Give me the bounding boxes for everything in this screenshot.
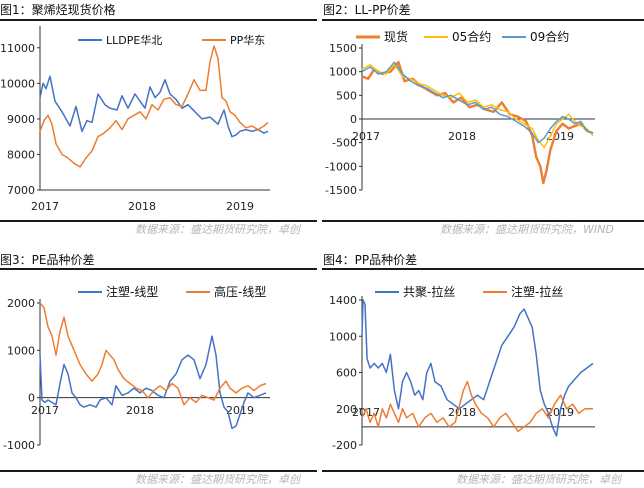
chart-4-series-1-line <box>361 299 594 437</box>
chart-2-x-tick-label: 2017 <box>352 130 380 143</box>
chart-1-title: 图1：聚烯烃现货价格 <box>0 3 116 17</box>
chart-1-y-tick-label: 11000 <box>0 42 35 55</box>
chart-3-y-tick-label: 2000 <box>7 297 35 310</box>
chart-2-source: 数据来源：盛达期货研究院，WIND <box>440 223 614 236</box>
chart-1-series-1-line <box>39 75 269 138</box>
chart-2-series-2-line <box>361 63 594 149</box>
chart-4-y-tick-label: 200 <box>336 403 357 416</box>
chart-1-series-2-line <box>39 45 269 168</box>
chart-3-series-2-line <box>39 302 267 406</box>
chart-1-source: 数据来源：盛达期货研究院，卓创 <box>135 223 300 236</box>
chart-3-y-tick-label: 1000 <box>7 344 35 357</box>
chart-1-top-rule <box>0 19 317 21</box>
chart-2-x-tick-label: 2018 <box>448 130 476 143</box>
chart-1-y-tick-label: 9000 <box>7 113 35 126</box>
chart-3-y-tick-label: -1000 <box>3 439 35 452</box>
chart-2-y-tick-label: -1000 <box>325 160 357 173</box>
chart-3-bottom-rule <box>0 470 317 472</box>
chart-3-source: 数据来源：盛达期货研究院，卓创 <box>135 473 300 486</box>
chart-4-top-rule <box>322 268 644 270</box>
chart-3-x-tick-label: 2017 <box>31 404 59 417</box>
chart-2-legend-label-3: 09合约 <box>530 29 569 44</box>
chart-4-x-tick-label: 2018 <box>448 406 476 419</box>
chart-4-bottom-rule <box>322 470 644 472</box>
chart-3-title: 图3：PE品种价差 <box>0 253 95 267</box>
chart-3-x-tick-label: 2018 <box>126 404 154 417</box>
chart-4-title: 图4：PP品种价差 <box>323 253 418 267</box>
chart-2-bottom-rule <box>322 220 644 222</box>
chart-2-y-tick-label: -500 <box>332 137 357 150</box>
chart-3-series-1-line <box>39 335 267 430</box>
chart-2-y-tick-label: 0 <box>350 113 357 126</box>
chart-4-y-tick-label: 1400 <box>329 294 357 307</box>
chart-3-top-rule <box>0 268 317 270</box>
chart-2-y-tick-label: 1500 <box>329 42 357 55</box>
chart-1-x-tick-label: 2018 <box>128 200 156 213</box>
chart-4-y-tick-label: 1000 <box>329 330 357 343</box>
chart-3-x-tick-label: 2019 <box>226 404 254 417</box>
chart-1-x-tick-label: 2017 <box>31 200 59 213</box>
chart-4-y-tick-label: -200 <box>332 439 357 452</box>
chart-1-bottom-rule <box>0 220 317 222</box>
chart-4-source: 数据来源：盛达期货研究院，卓创 <box>456 473 621 486</box>
chart-4-series-2-line <box>361 380 593 433</box>
chart-1-y-tick-label: 8000 <box>7 148 35 161</box>
chart-1-legend-label-2: PP华东 <box>230 33 265 47</box>
chart-4-legend-label-2: 注塑-拉丝 <box>511 284 563 299</box>
chart-1-y-tick-label: 10000 <box>0 77 35 90</box>
chart-2-title: 图2：LL-PP价差 <box>323 3 411 17</box>
chart-3-legend-label-2: 高压-线型 <box>214 284 266 299</box>
chart-2-y-tick-label: -1500 <box>325 184 357 197</box>
chart-2-legend-label-2: 05合约 <box>452 29 491 44</box>
chart-1-y-tick-label: 7000 <box>7 184 35 197</box>
chart-2-y-tick-label: 500 <box>336 89 357 102</box>
chart-4-y-tick-label: 600 <box>336 367 357 380</box>
chart-2-series-3-line <box>361 61 594 144</box>
chart-2-y-tick-label: 1000 <box>329 66 357 79</box>
chart-1-x-tick-label: 2019 <box>226 200 254 213</box>
chart-2-top-rule <box>322 19 644 21</box>
chart-1-legend-label-1: LLDPE华北 <box>106 33 162 47</box>
chart-3-y-tick-label: 0 <box>28 392 35 405</box>
chart-3-legend-label-1: 注塑-线型 <box>106 284 158 299</box>
chart-4-legend-label-1: 共聚-拉丝 <box>403 284 455 299</box>
chart-2-legend-label-1: 现货 <box>384 29 408 44</box>
